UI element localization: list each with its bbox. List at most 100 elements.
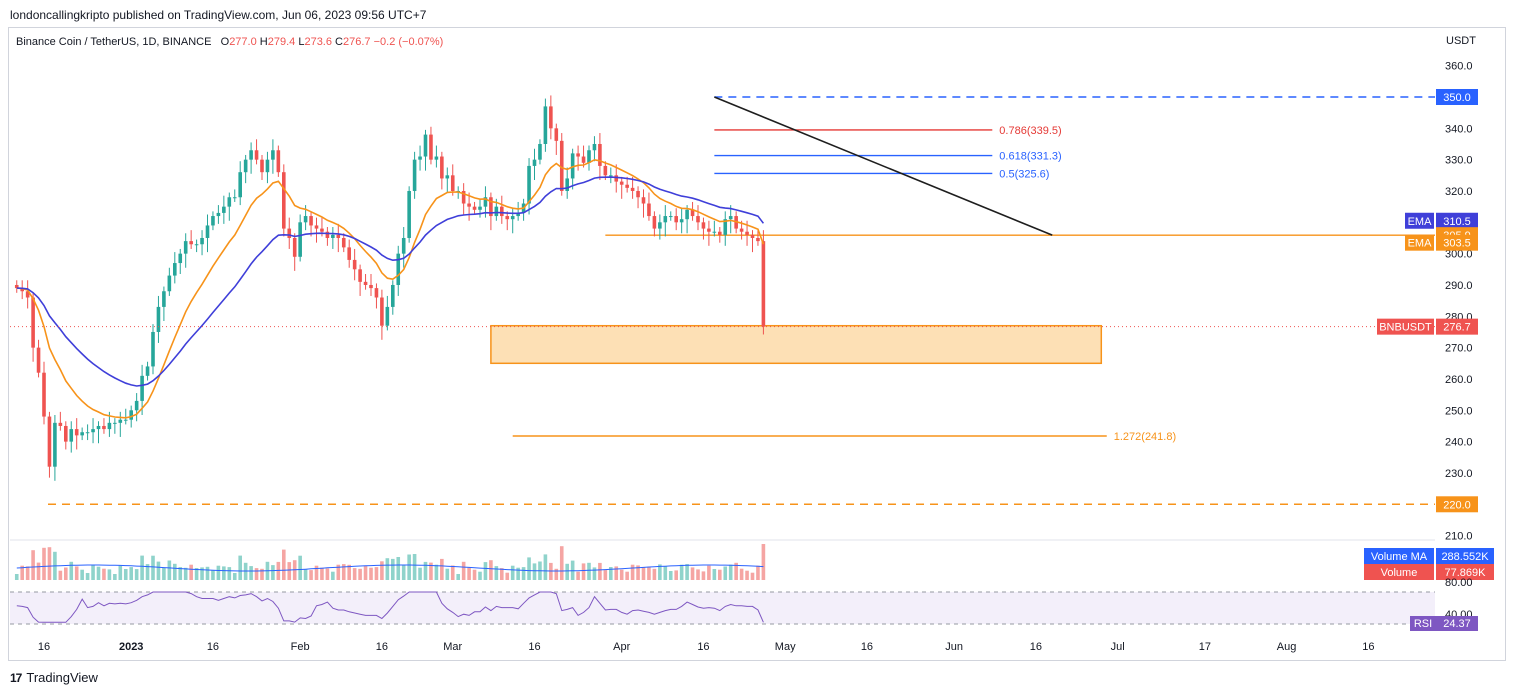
volume-bar xyxy=(358,568,362,580)
x-tick-label: Mar xyxy=(443,641,462,653)
candle-body xyxy=(31,297,35,348)
candle-body xyxy=(42,372,46,417)
volume-bar xyxy=(505,572,510,580)
candle-body xyxy=(314,225,319,229)
candle-body xyxy=(151,331,155,367)
candle-body xyxy=(598,143,602,166)
candle-body xyxy=(309,216,313,226)
volume-bar xyxy=(96,566,101,580)
volume-ma-tag-bg xyxy=(1436,548,1494,564)
candle-body xyxy=(401,237,406,254)
y-tick-label: 240.0 xyxy=(1445,437,1473,449)
candle-body xyxy=(96,425,101,430)
volume-bar xyxy=(287,562,292,580)
volume-bar xyxy=(336,564,341,580)
candle-body xyxy=(679,219,684,223)
x-tick-label: 2023 xyxy=(119,641,143,653)
candle-body xyxy=(570,153,575,179)
x-tick-label: 16 xyxy=(38,641,50,653)
candle-body xyxy=(271,150,275,160)
support-price-tag: 220.0 xyxy=(1443,499,1471,511)
volume-bar xyxy=(363,565,368,580)
candle-body xyxy=(183,241,188,254)
candle-body xyxy=(603,165,608,176)
candle-body xyxy=(423,134,428,157)
close-label: C xyxy=(335,36,343,48)
volume-bar xyxy=(679,564,684,580)
volume-bar xyxy=(216,565,221,580)
candle-body xyxy=(538,143,542,160)
y-tick-label: 290.0 xyxy=(1445,280,1473,292)
volume-bar xyxy=(320,567,324,580)
candle-body xyxy=(609,175,613,177)
candle-body xyxy=(129,410,133,420)
candle-body xyxy=(352,259,357,270)
candle-body xyxy=(358,269,362,282)
volume-bar xyxy=(576,571,580,580)
candle-body xyxy=(80,432,84,436)
volume-bar xyxy=(183,567,188,580)
volume-bar xyxy=(123,569,128,580)
descending-trendline xyxy=(714,96,1053,236)
volume-bar xyxy=(450,565,455,580)
candle-body xyxy=(189,241,193,245)
x-tick-label: 16 xyxy=(376,641,388,653)
volume-bar xyxy=(652,568,657,580)
x-tick-label: Jun xyxy=(945,641,963,653)
volume-bar xyxy=(494,566,499,580)
candle-body xyxy=(505,216,510,220)
candle-body xyxy=(167,275,172,292)
last-price-tag: 276.7 xyxy=(1443,322,1471,334)
candle-body xyxy=(380,297,384,326)
volume-bar xyxy=(31,550,35,580)
close-value: 276.7 xyxy=(343,36,371,48)
volume-bar xyxy=(391,558,395,580)
volume-bar xyxy=(472,569,477,580)
volume-bar xyxy=(282,549,286,580)
open-value: 277.0 xyxy=(229,36,257,48)
candle-body xyxy=(592,143,597,151)
candle-body xyxy=(467,203,471,207)
candle-body xyxy=(652,216,657,229)
ema-slow-tag-bg xyxy=(1436,212,1478,229)
high-label: H xyxy=(259,36,268,48)
y-tick-label: 230.0 xyxy=(1445,468,1473,480)
volume-bar xyxy=(58,570,63,580)
volume-bar xyxy=(445,568,450,580)
candle-body xyxy=(549,106,553,129)
volume-bar xyxy=(222,566,226,580)
candle-body xyxy=(336,234,341,238)
volume-bar xyxy=(614,566,619,580)
y-tick-label: 270.0 xyxy=(1445,343,1473,355)
candle-body xyxy=(265,159,270,173)
volume-bar xyxy=(516,567,520,580)
candle-body xyxy=(211,216,215,226)
candle-body xyxy=(385,306,390,326)
fib-level-label: 0.786(339.5) xyxy=(999,125,1061,137)
rsi-value: 24.37 xyxy=(1443,618,1471,630)
candle-body xyxy=(483,197,488,207)
volume-bar xyxy=(712,569,717,580)
candle-body xyxy=(194,244,199,246)
volume-bar xyxy=(478,571,482,580)
volume-bar xyxy=(663,566,668,580)
x-tick-label: 17 xyxy=(1199,641,1211,653)
candle-body xyxy=(303,216,308,223)
volume-bar xyxy=(341,564,346,580)
candle-body xyxy=(173,263,177,276)
brand-label: TradingView xyxy=(26,670,98,685)
volume-bar xyxy=(592,567,597,580)
candle-body xyxy=(489,197,493,217)
y-tick-label: 330.0 xyxy=(1445,155,1473,167)
candle-body xyxy=(761,241,766,327)
volume-bar xyxy=(565,563,569,580)
candle-body xyxy=(216,212,221,217)
candle-body xyxy=(576,153,580,157)
volume-bar xyxy=(456,574,460,580)
candle-body xyxy=(396,253,401,285)
candle-body xyxy=(712,231,717,233)
candle-body xyxy=(254,150,259,160)
high-value: 279.4 xyxy=(267,36,296,48)
volume-bar xyxy=(91,564,95,580)
